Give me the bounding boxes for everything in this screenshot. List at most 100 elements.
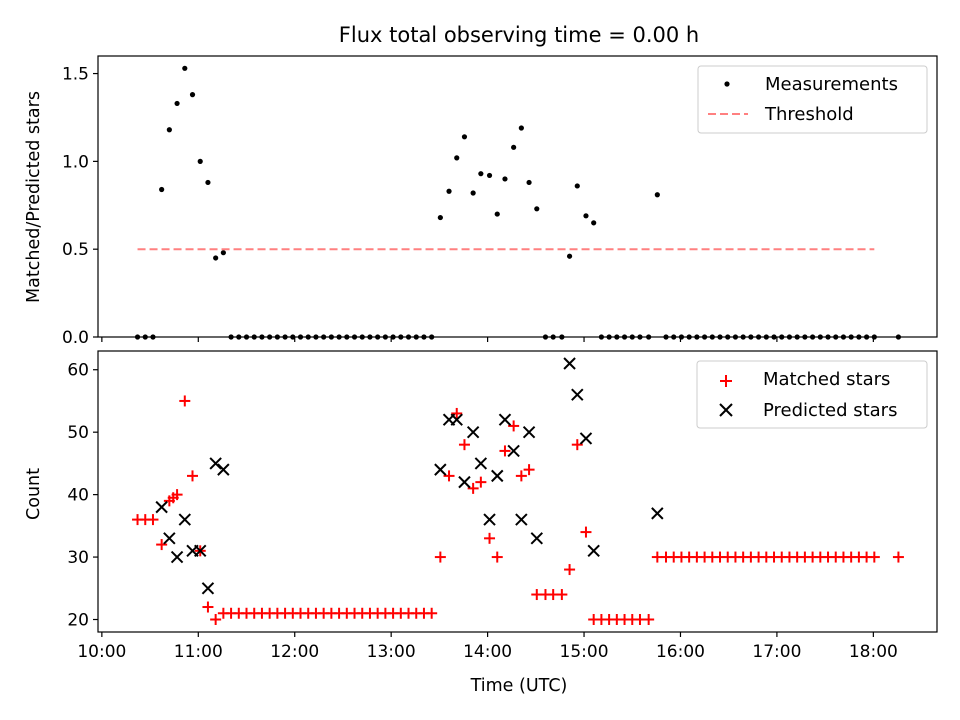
top-legend-box <box>697 65 928 134</box>
x-tick-label: 13:00 <box>367 642 416 662</box>
measurement-point <box>494 211 500 217</box>
predicted-star-point <box>178 513 192 526</box>
matched-star-point <box>499 445 511 457</box>
predicted-star-point <box>498 413 512 426</box>
x-tick-label: 11:00 <box>174 642 223 662</box>
top-y-tick-label: 1.5 <box>62 65 89 85</box>
bottom-y-tick-label: 20 <box>67 611 89 631</box>
legend-matched-marker <box>720 375 732 387</box>
predicted-star-point <box>434 463 447 476</box>
matched-star-point <box>156 539 168 551</box>
x-tick-label: 18:00 <box>849 642 898 662</box>
matched-star-point <box>523 464 535 476</box>
measurement-point <box>182 65 188 71</box>
bottom-plot-frame <box>97 350 938 633</box>
predicted-star-point <box>450 413 463 426</box>
matched-star-point <box>564 564 576 576</box>
matched-star-point <box>434 551 446 563</box>
matched-star-point <box>643 614 655 626</box>
legend-matched-label: Matched stars <box>763 369 890 390</box>
x-tick-label: 14:00 <box>463 642 512 662</box>
matched-star-point <box>179 395 191 407</box>
predicted-star-point <box>571 388 584 401</box>
legend-measurements-marker <box>724 81 730 87</box>
measurement-point <box>174 100 180 107</box>
matched-star-point <box>571 439 583 451</box>
bottom-legend-box <box>696 360 928 429</box>
predicted-star-point <box>209 457 222 470</box>
measurement-point <box>654 192 660 198</box>
matched-star-point <box>491 551 503 563</box>
matched-star-point <box>475 476 487 488</box>
predicted-star-point <box>217 463 230 476</box>
measurement-point <box>511 144 517 150</box>
measurement-point <box>446 188 452 194</box>
measurement-point <box>197 158 203 164</box>
bottom-y-axis-label: Count <box>24 468 44 520</box>
predicted-star-point <box>466 425 480 439</box>
predicted-star-point <box>579 432 593 445</box>
x-axis-label: Time (UTC) <box>470 676 568 696</box>
matched-star-point <box>443 470 455 482</box>
predicted-star-point <box>163 532 176 545</box>
matched-star-point <box>458 439 470 451</box>
measurement-point <box>213 255 219 261</box>
predicted-star-point <box>651 507 664 520</box>
measurement-point <box>583 213 589 219</box>
matched-star-point <box>202 601 214 613</box>
matched-star-point <box>515 470 527 482</box>
legend-measurements-label: Measurements <box>765 74 898 95</box>
predicted-star-point <box>563 357 576 370</box>
measurement-point <box>566 253 573 259</box>
matched-star-point <box>580 526 592 538</box>
x-tick-label: 10:00 <box>77 642 126 662</box>
measurement-point <box>502 176 508 182</box>
matched-star-point <box>426 607 438 619</box>
measurement-point <box>461 134 468 140</box>
top-y-axis-label: Matched/Predicted stars <box>24 91 44 303</box>
bottom-y-tick-label: 30 <box>67 548 89 568</box>
predicted-star-point <box>155 500 168 514</box>
bottom-y-tick-label: 40 <box>67 486 89 506</box>
measurement-point <box>454 155 460 161</box>
matched-star-point <box>892 551 904 563</box>
top-panel: 0.0 0.5 1.0 1.5 Matched/Predicted stars Mea… <box>24 55 938 348</box>
predicted-star-point <box>483 513 496 526</box>
x-tick-label: 17:00 <box>752 642 801 662</box>
matched-star-point <box>868 551 880 563</box>
chart-title: Flux total observing time = 0.00 h <box>339 23 699 47</box>
predicted-star-point <box>194 544 207 558</box>
measurement-point <box>437 214 443 221</box>
bottom-y-tick-label: 50 <box>67 423 89 443</box>
matched-star-point <box>451 407 463 419</box>
matched-star-point <box>187 470 199 482</box>
predicted-star-point <box>201 582 215 595</box>
predicted-star-point <box>491 469 504 483</box>
top-plot-frame <box>97 55 938 338</box>
measurement-point <box>478 171 484 177</box>
measurement-point <box>470 190 476 196</box>
predicted-star-point <box>522 425 536 439</box>
measurement-point <box>486 172 493 179</box>
measurement-point <box>518 125 524 131</box>
measurement-point <box>166 127 172 133</box>
measurement-point <box>534 206 540 212</box>
matched-star-point <box>210 614 222 626</box>
matched-star-point <box>484 532 496 544</box>
legend-predicted-marker <box>719 403 733 417</box>
bottom-legend: Matched stars Predicted stars <box>696 360 928 429</box>
matched-star-point <box>508 420 520 432</box>
top-y-tick-label: 0.0 <box>62 328 89 348</box>
legend-threshold-label: Threshold <box>764 104 854 125</box>
x-tick-label: 16:00 <box>656 642 705 662</box>
predicted-star-point <box>170 550 184 564</box>
top-y-tick-label: 0.5 <box>62 240 89 260</box>
matched-star-point <box>171 489 183 501</box>
predicted-star-point <box>530 532 543 545</box>
predicted-star-point <box>458 475 471 489</box>
predicted-star-point <box>515 513 528 526</box>
measurement-point <box>574 183 580 189</box>
measurement-point <box>526 179 532 186</box>
measurement-point <box>189 92 196 98</box>
matched-star-point <box>147 514 159 526</box>
